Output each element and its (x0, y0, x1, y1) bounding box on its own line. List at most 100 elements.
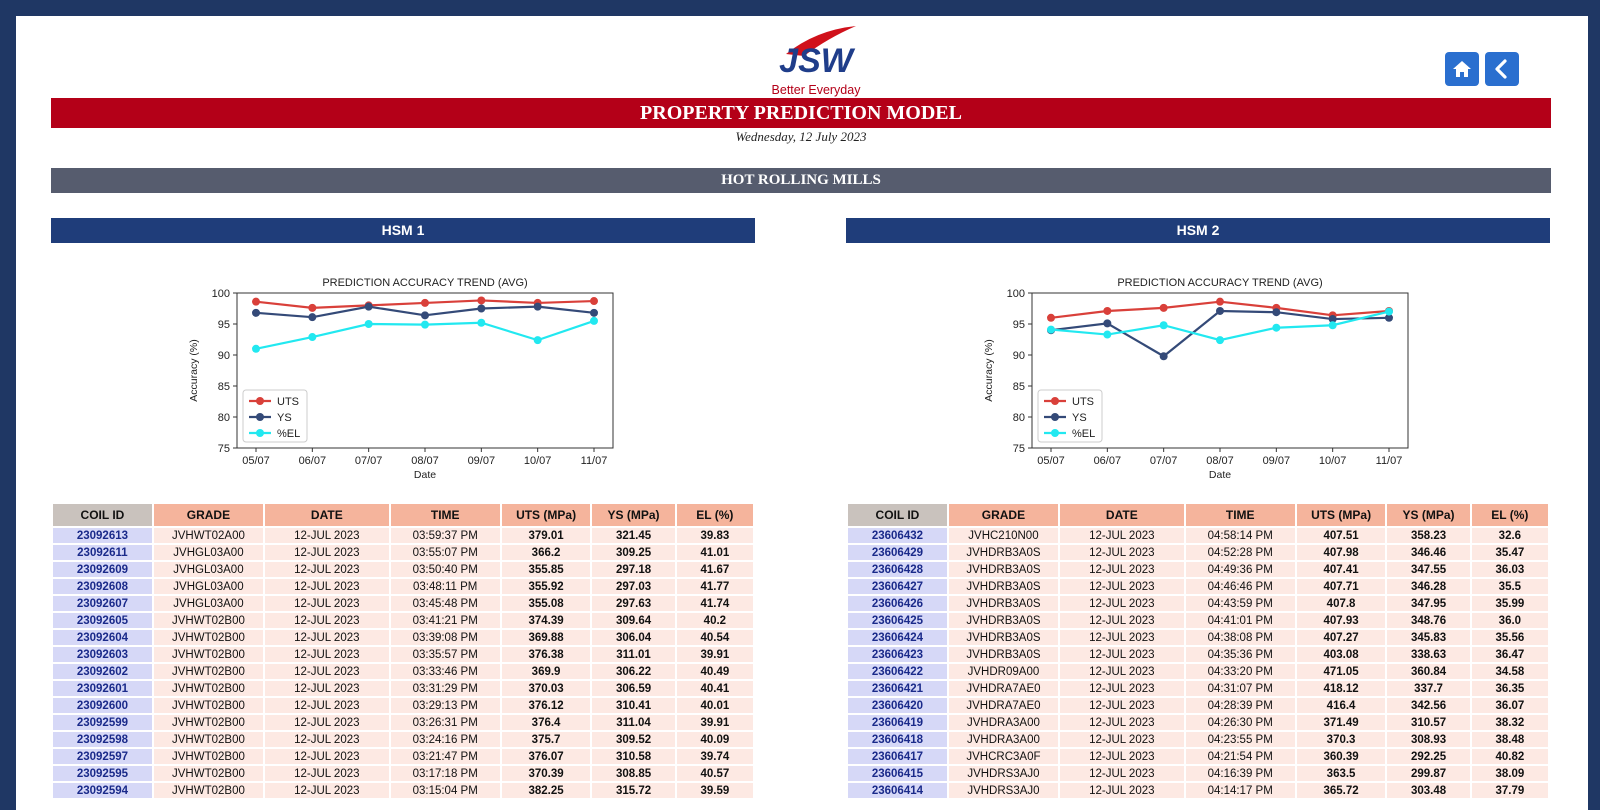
y-tick-label: 90 (218, 350, 230, 362)
coil-id-cell[interactable]: 23606432 (848, 528, 947, 543)
date-cell: 12-JUL 2023 (1060, 664, 1184, 679)
el-cell: 39.83 (676, 528, 753, 543)
ys-cell: 311.01 (592, 647, 675, 662)
grade-cell: JVHDRB3A0S (948, 613, 1059, 628)
coil-id-cell[interactable]: 23092594 (53, 783, 152, 798)
table-row: 23092609 JVHGL03A00 12-JUL 2023 03:50:40 PM… (53, 562, 753, 577)
coil-id-cell[interactable]: 23092597 (53, 749, 152, 764)
coil-table-hsm1: COIL ID GRADE DATE TIME UTS (MPa) YS (MPa) EL … (51, 502, 755, 800)
coil-id-cell[interactable]: 23606418 (848, 732, 947, 747)
uts-cell: 382.25 (501, 783, 591, 798)
coil-id-cell[interactable]: 23092603 (53, 647, 152, 662)
coil-id-cell[interactable]: 23606417 (848, 749, 947, 764)
coil-id-cell[interactable]: 23606420 (848, 698, 947, 713)
panel-title: HSM 1 (51, 218, 755, 243)
home-button[interactable] (1445, 52, 1479, 86)
time-cell: 04:49:36 PM (1185, 562, 1295, 577)
grade-cell: JVHWT02A00 (153, 528, 264, 543)
coil-id-cell[interactable]: 23092605 (53, 613, 152, 628)
grade-cell: JVHDRB3A0S (948, 647, 1059, 662)
grade-cell: JVHGL03A00 (153, 596, 264, 611)
time-cell: 04:26:30 PM (1185, 715, 1295, 730)
data-point (533, 336, 542, 345)
date-cell: 12-JUL 2023 (265, 579, 389, 594)
time-cell: 03:48:11 PM (390, 579, 500, 594)
coil-id-cell[interactable]: 23092608 (53, 579, 152, 594)
legend-marker (1051, 413, 1059, 421)
date-cell: 12-JUL 2023 (1060, 596, 1184, 611)
time-cell: 04:43:59 PM (1185, 596, 1295, 611)
ys-cell: 297.63 (592, 596, 675, 611)
coil-id-cell[interactable]: 23606428 (848, 562, 947, 577)
coil-id-cell[interactable]: 23092601 (53, 681, 152, 696)
date-cell: 12-JUL 2023 (265, 613, 389, 628)
table-row: 23092608 JVHGL03A00 12-JUL 2023 03:48:11 PM… (53, 579, 753, 594)
date-cell: 12-JUL 2023 (265, 783, 389, 798)
coil-id-cell[interactable]: 23606426 (848, 596, 947, 611)
time-cell: 03:17:18 PM (390, 766, 500, 781)
table-row: 23606428 JVHDRB3A0S 12-JUL 2023 04:49:36 PM… (848, 562, 1548, 577)
coil-table-hsm2: COIL ID GRADE DATE TIME UTS (MPa) YS (MPa) EL … (846, 502, 1550, 800)
x-tick-label: 11/07 (581, 455, 608, 467)
uts-cell: 366.2 (501, 545, 591, 560)
jsw-logo-mark: JSW Better Everyday (772, 26, 861, 97)
date-cell: 12-JUL 2023 (265, 715, 389, 730)
coil-id-cell[interactable]: 23606425 (848, 613, 947, 628)
coil-id-cell[interactable]: 23606429 (848, 545, 947, 560)
ys-cell: 347.55 (1387, 562, 1470, 577)
coil-id-cell[interactable]: 23092604 (53, 630, 152, 645)
el-cell: 41.74 (676, 596, 753, 611)
uts-cell: 376.12 (501, 698, 591, 713)
coil-id-cell[interactable]: 23606414 (848, 783, 947, 798)
coil-id-cell[interactable]: 23092602 (53, 664, 152, 679)
data-point (1385, 313, 1393, 322)
page-frame: JSW Better Everyday PROPERTY PREDICTION … (16, 16, 1588, 810)
time-cell: 04:35:36 PM (1185, 647, 1295, 662)
uts-cell: 365.72 (1296, 783, 1386, 798)
data-point (252, 344, 260, 353)
ys-cell: 308.85 (592, 766, 675, 781)
coil-id-cell[interactable]: 23606427 (848, 579, 947, 594)
ys-cell: 297.18 (592, 562, 675, 577)
data-point (590, 308, 598, 317)
coil-id-cell[interactable]: 23092613 (53, 528, 152, 543)
coil-id-cell[interactable]: 23606421 (848, 681, 947, 696)
uts-cell: 376.4 (501, 715, 591, 730)
date-cell: 12-JUL 2023 (1060, 579, 1184, 594)
time-cell: 03:29:13 PM (390, 698, 500, 713)
coil-id-cell[interactable]: 23606424 (848, 630, 947, 645)
page-title: PROPERTY PREDICTION MODEL (51, 98, 1551, 128)
table-row: 23606429 JVHDRB3A0S 12-JUL 2023 04:52:28 PM… (848, 545, 1548, 560)
ys-cell: 309.25 (592, 545, 675, 560)
data-point (1328, 321, 1337, 330)
coil-id-cell[interactable]: 23606422 (848, 664, 947, 679)
column-header: TIME (390, 504, 500, 526)
table-row: 23092600 JVHWT02B00 12-JUL 2023 03:29:13 PM… (53, 698, 753, 713)
grade-cell: JVHWT02B00 (153, 613, 264, 628)
coil-id-cell[interactable]: 23092598 (53, 732, 152, 747)
data-point (1103, 306, 1112, 315)
time-cell: 03:33:46 PM (390, 664, 500, 679)
el-cell: 36.0 (1471, 613, 1548, 628)
coil-id-cell[interactable]: 23092599 (53, 715, 152, 730)
x-tick-label: 10/07 (524, 455, 552, 467)
coil-id-cell[interactable]: 23092609 (53, 562, 152, 577)
el-cell: 38.09 (1471, 766, 1548, 781)
date-cell: 12-JUL 2023 (1060, 528, 1184, 543)
coil-id-cell[interactable]: 23606415 (848, 766, 947, 781)
grade-cell: JVHCRC3A0F (948, 749, 1059, 764)
date-cell: 12-JUL 2023 (265, 596, 389, 611)
coil-id-cell[interactable]: 23092607 (53, 596, 152, 611)
ys-cell: 306.59 (592, 681, 675, 696)
ys-cell: 299.87 (1387, 766, 1470, 781)
data-point (590, 316, 598, 325)
coil-id-cell[interactable]: 23092600 (53, 698, 152, 713)
coil-id-cell[interactable]: 23606423 (848, 647, 947, 662)
coil-id-cell[interactable]: 23606419 (848, 715, 947, 730)
coil-id-cell[interactable]: 23092595 (53, 766, 152, 781)
table-row: 23092605 JVHWT02B00 12-JUL 2023 03:41:21 PM… (53, 613, 753, 628)
back-button[interactable] (1485, 52, 1519, 86)
coil-id-cell[interactable]: 23092611 (53, 545, 152, 560)
table-row: 23606421 JVHDRA7AE0 12-JUL 2023 04:31:07 PM… (848, 681, 1548, 696)
ys-cell: 345.83 (1387, 630, 1470, 645)
